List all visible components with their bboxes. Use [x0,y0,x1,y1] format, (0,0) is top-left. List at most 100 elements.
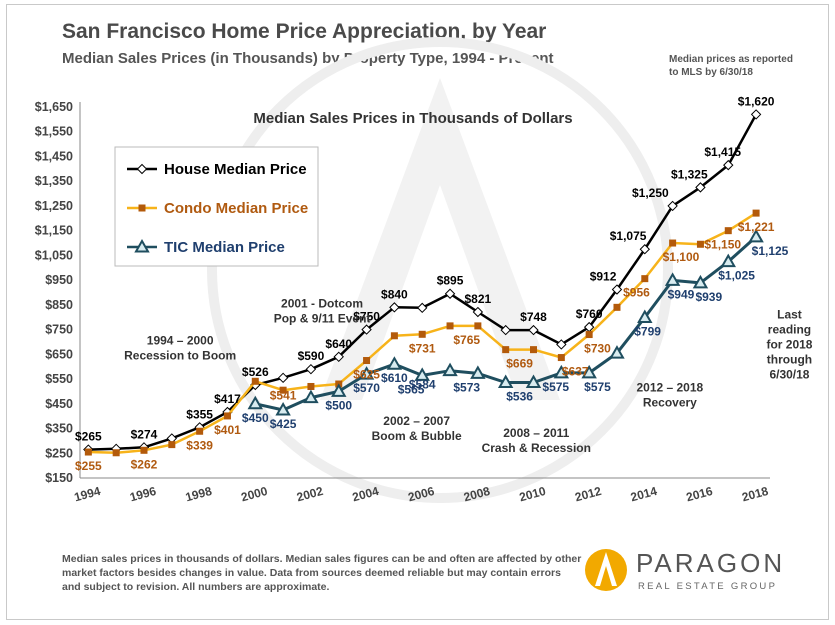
annotation-line: for 2018 [766,337,812,351]
series-2-point [637,309,653,323]
annotation-line: 2001 - Dotcom [281,296,363,310]
data-label: $956 [623,286,650,300]
x-tick-label: 2000 [240,484,270,505]
data-label: $1,075 [610,229,647,243]
x-tick-label: 2004 [351,484,381,505]
x-tick-label: 2012 [573,484,603,505]
series-0-point [667,200,678,212]
series-1-point [84,448,92,456]
annotation: 2001 - Dotcom Pop & 9/11 Event [274,296,371,325]
series-0-point [528,324,539,336]
series-1-point [474,322,482,330]
series-1-point [724,227,732,235]
series-1-point [530,346,538,354]
annotation-line: Recovery [643,395,697,409]
annotation-line: 2008 – 2011 [503,426,569,440]
series-1-point [752,209,760,217]
y-tick-label: $550 [45,372,73,386]
data-label: $1,221 [738,220,775,234]
series-0-point [750,109,762,120]
data-label: $450 [242,411,269,425]
x-tick-label: 1996 [128,484,158,505]
series-0-point [639,244,651,255]
data-label: $669 [506,357,533,371]
data-label: $565 [398,382,425,396]
series-2-point [275,401,291,416]
chart-title: Median Sales Prices in Thousands of Doll… [253,110,572,127]
source-note-line2: to MLS by 6/30/18 [669,67,753,78]
y-tick-label: $1,650 [35,100,73,114]
data-label: $895 [437,274,464,288]
logo-name: PARAGON [636,548,786,578]
data-label: $912 [590,270,617,284]
data-label: $840 [381,287,408,301]
x-tick-label: 2002 [295,484,325,505]
data-labels: $265 $274 $355$417$526 $590$640$750$840 $895… [75,94,789,473]
legend-label: TIC Median Price [164,239,285,256]
annotations: 1994 – 2000 Recession to Boom 2001 - Dotco… [124,296,813,455]
series-1-point [613,303,621,311]
legend-label: House Median Price [164,161,307,178]
series-0-point [695,182,706,193]
data-label: $425 [270,417,297,431]
series-0-point [500,324,511,336]
annotation: 2012 – 2018 Recovery [636,380,703,409]
series-1-point [446,322,454,330]
data-label: $262 [131,457,158,471]
series-0-point [444,288,456,299]
data-label: $339 [186,438,213,452]
legend: House Median Price Condo Median Price TIC … [114,146,319,267]
y-tick-label: $950 [45,273,73,287]
series-0-point [556,339,567,350]
y-tick-label: $150 [45,471,73,485]
data-label: $570 [353,381,380,395]
data-label: $750 [353,310,380,324]
data-label: $573 [453,380,480,394]
series-1-point [418,330,426,338]
y-tick-label: $250 [45,446,73,460]
series-1-point [502,346,510,354]
annotation-line: 2002 – 2007 [383,414,450,428]
series-0-point [277,372,289,384]
series-2-point [581,364,597,379]
series-0-point [417,302,428,314]
data-label: $355 [186,407,213,421]
page-title: San Francisco Home Price Appreciation, b… [62,20,547,43]
series-1-point [140,446,148,454]
y-tick-label: $750 [45,323,73,337]
annotation: 2002 – 2007 Boom & Bubble [372,414,462,443]
data-label: $536 [506,390,533,404]
source-note: Median prices as reported to MLS by 6/30… [669,53,819,79]
series-0-point [389,302,400,313]
annotation-line: 6/30/18 [769,367,809,381]
series-0-point [472,306,484,318]
series-2-point [664,272,681,286]
data-label: $1,620 [738,94,775,108]
series-0-point [333,351,344,363]
x-tick-label: 1998 [184,484,214,505]
legend-marker [136,163,148,175]
annotation-line: reading [768,322,811,336]
series-1-point [641,275,649,283]
data-label: $821 [465,292,492,306]
annotation-line: Last [777,307,802,321]
paragon-logo: PARAGON REAL ESTATE GROUP [584,544,784,599]
annotation: 2008 – 2011 Crash & Recession [482,426,591,455]
annotation-line: Crash & Recession [482,441,591,455]
data-label: $401 [214,423,241,437]
data-label: $640 [325,337,352,351]
annotation: 1994 – 2000 Recession to Boom [124,333,236,362]
annotation-line: Recession to Boom [124,348,236,362]
data-label: $274 [131,427,158,441]
series-2-point [497,374,514,389]
series-2-point [414,367,430,381]
x-tick-label: 2016 [685,484,715,505]
series-0-point [305,363,317,375]
series-2-point [609,345,625,359]
data-label: $939 [695,290,722,304]
y-axis: $150 $250 $350 $450 $550 $650 $750 $850 $950 $1,0… [35,100,73,485]
data-label: $760 [576,307,603,321]
series-1-point [251,377,259,385]
data-label: $255 [75,459,102,473]
